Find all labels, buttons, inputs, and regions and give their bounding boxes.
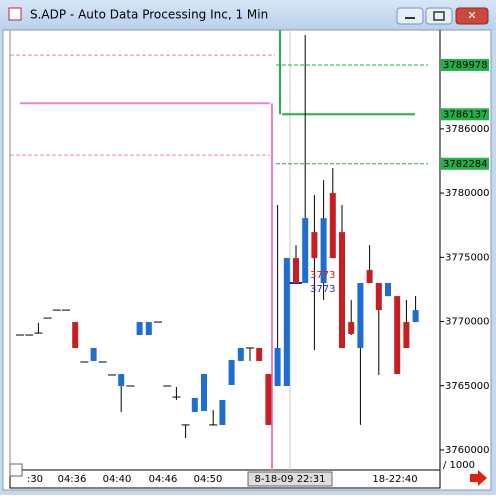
candle-body [72,322,79,348]
candle-body [394,296,401,375]
x-tick-label: 04:36 [58,474,87,485]
close-button[interactable] [455,7,489,25]
x-tick-label: 04:46 [149,474,178,485]
y-tick-label: 3786000 [445,124,490,135]
scale-note: / 1000 [443,460,475,471]
candle-body [302,218,309,284]
y-tick-label: 3765000 [445,381,490,392]
candle-body [191,397,198,412]
chart-area [2,29,492,491]
cursor-price-label: 3773 [310,270,335,281]
time-cursor-box [247,471,333,487]
candle-body [357,283,364,348]
candle-body [237,347,244,361]
candle-body [339,232,345,348]
level-label-box [441,58,489,71]
minimize-icon [405,17,415,19]
level-label: 3782284 [443,159,488,170]
candle-body [118,374,125,387]
level-label-box [441,108,489,121]
scroll-box[interactable] [9,463,23,477]
y-tick-label: 3775000 [445,252,490,263]
candle-body [293,258,299,284]
candle-body [90,347,97,361]
scroll-right-arrow[interactable] [470,470,487,486]
level-label: 3789978 [443,60,488,71]
x-tick-label: 8-18-09 22:31 [254,474,325,485]
app-icon [8,7,22,21]
y-tick-label: 3780000 [445,188,490,199]
y-tick-label: 3770000 [445,317,490,328]
candle-body [219,400,226,425]
candle-body [136,322,143,336]
minimize-button[interactable] [396,7,424,25]
candle-body [385,283,391,297]
level-label-box [441,157,489,170]
x-tick-label: 18-22:40 [372,474,417,485]
candle-body [412,310,419,323]
candle-body [256,347,263,361]
candle-body [375,283,382,311]
maximize-button[interactable] [425,7,453,25]
candle-body [320,218,327,284]
x-tick-label: 04:50 [194,474,223,485]
y-tick-label: 3760000 [445,445,490,456]
window-title: S.ADP - Auto Data Processing Inc, 1 Min [30,8,268,22]
candle-body [329,193,336,259]
candle-body [145,322,152,336]
candle-body [265,374,272,425]
candle-body [311,232,318,259]
close-icon: ✕ [467,9,476,22]
candle-body [348,322,355,334]
candle-body [283,258,290,387]
x-tick-label: :30 [27,474,43,485]
candle-body [201,374,207,411]
candle-body [366,270,373,284]
cursor-price-label: 3773 [310,284,335,295]
candle-body [403,322,410,348]
maximize-icon [433,11,445,21]
candle-body [228,360,235,385]
x-tick-label: 04:40 [103,474,132,485]
candle-body [274,347,281,387]
level-label: 3786137 [443,109,488,120]
